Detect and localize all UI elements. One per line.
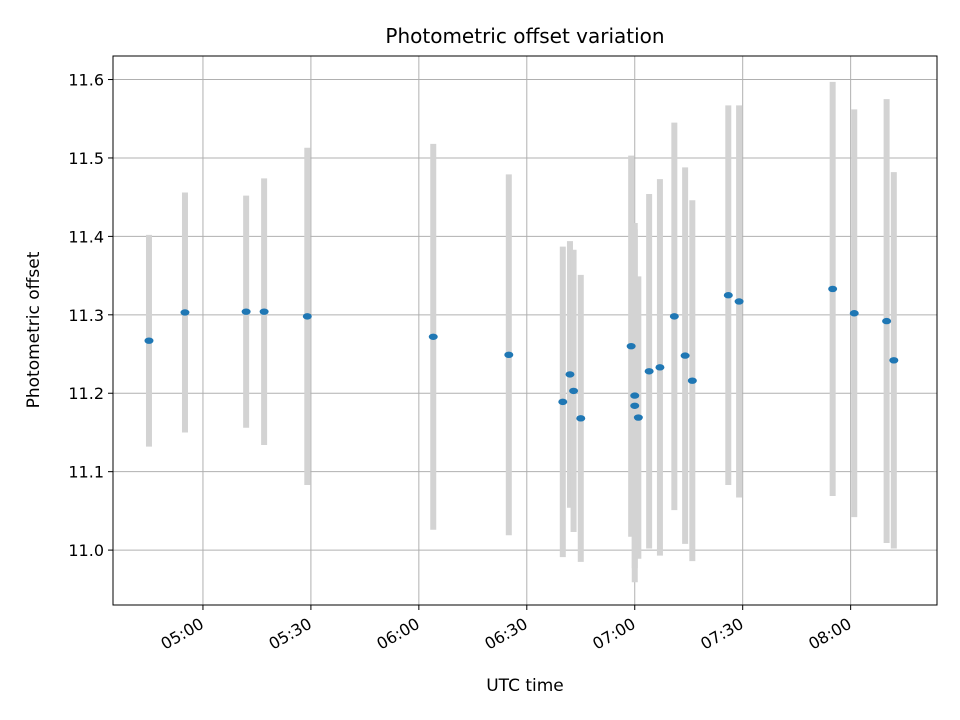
data-point <box>849 310 859 317</box>
data-point <box>626 342 636 350</box>
y-axis-label: Photometric offset <box>24 251 44 408</box>
data-point <box>428 333 438 340</box>
data-point <box>644 368 654 375</box>
data-point <box>630 402 640 409</box>
data-points <box>144 285 899 422</box>
x-tick-label: 07:00 <box>589 614 638 654</box>
data-point <box>655 364 665 371</box>
data-point <box>180 309 190 316</box>
chart-title: Photometric offset variation <box>385 24 664 48</box>
x-axis-label: UTC time <box>486 676 564 696</box>
y-tick-label: 11.2 <box>68 384 104 403</box>
grid <box>113 56 937 605</box>
x-tick-label: 08:00 <box>805 614 854 654</box>
plot-frame <box>112 55 938 606</box>
y-tick-label: 11.0 <box>68 541 104 560</box>
data-point <box>144 337 154 344</box>
y-tick-label: 11.6 <box>68 71 104 90</box>
x-tick-label: 07:30 <box>697 614 746 654</box>
x-tick-label: 05:30 <box>265 614 314 654</box>
x-tick-label: 05:00 <box>158 614 207 654</box>
y-tick-label: 11.4 <box>68 227 104 246</box>
data-point <box>723 292 733 299</box>
data-point <box>828 285 838 293</box>
x-axis-ticks: 05:00 05:30 06:00 06:30 07:00 07:30 08:00 <box>158 605 855 654</box>
y-tick-label: 11.1 <box>68 463 104 482</box>
y-tick-label: 11.3 <box>68 306 104 325</box>
data-point <box>241 308 251 315</box>
data-point <box>259 308 269 315</box>
data-point <box>680 352 690 359</box>
data-point <box>734 298 744 305</box>
data-point <box>504 351 514 359</box>
data-point <box>687 377 697 384</box>
data-point <box>882 317 892 325</box>
x-tick-label: 06:30 <box>481 614 530 654</box>
x-tick-label: 06:00 <box>373 614 422 654</box>
data-point <box>633 414 643 421</box>
data-point <box>558 398 568 406</box>
data-point <box>889 357 899 364</box>
data-point <box>565 371 575 378</box>
y-axis-ticks: 11.0 11.1 11.2 11.3 11.4 11.5 11.6 <box>68 71 113 560</box>
error-bars <box>145 81 897 583</box>
data-point <box>576 415 586 422</box>
data-point <box>302 313 312 320</box>
data-point <box>569 387 579 395</box>
data-point <box>669 313 679 320</box>
data-point <box>630 392 640 399</box>
y-tick-label: 11.5 <box>68 149 104 168</box>
